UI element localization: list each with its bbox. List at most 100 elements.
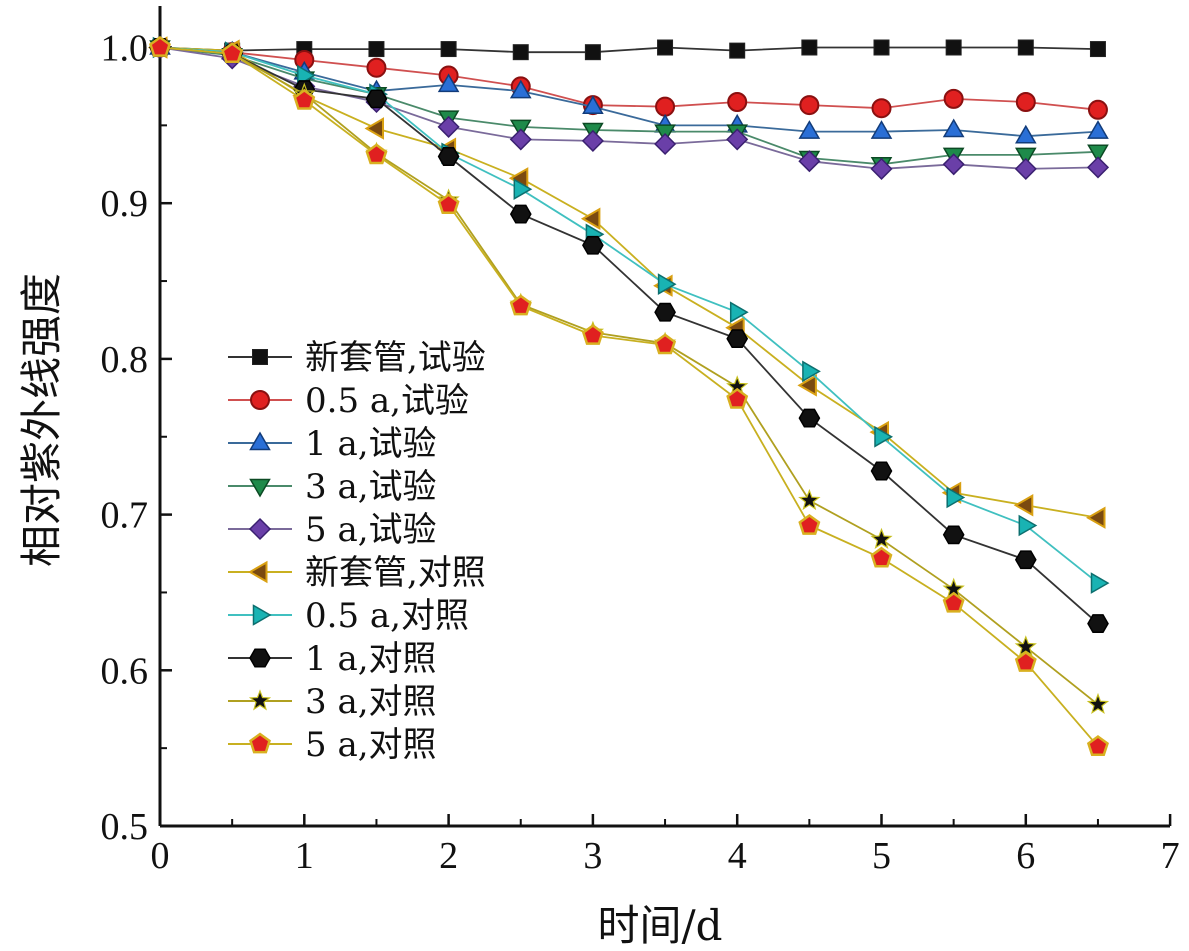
series-10 (149, 35, 1109, 756)
x-tick-label: 0 (151, 835, 170, 877)
x-axis-title: 时间/d (597, 901, 722, 950)
legend-item: 1 a,对照 (228, 639, 437, 679)
data-point (221, 42, 244, 64)
legend-label: 3 a,试验 (305, 467, 437, 507)
series-line (159, 46, 1099, 111)
legend-marker (248, 517, 272, 541)
series-6 (147, 36, 1106, 529)
y-axis-title: 相对紫外线强度 (17, 273, 66, 567)
legend-marker (249, 478, 271, 498)
y-tick-label: 0.9 (101, 183, 149, 225)
legend-label: 0.5 a,对照 (305, 596, 469, 636)
data-point (870, 157, 893, 180)
legend-item: 0.5 a,试验 (228, 381, 469, 421)
data-point (870, 546, 893, 568)
data-point (513, 178, 533, 200)
y-tick-label: 0.8 (101, 339, 149, 381)
x-tick-label: 6 (1016, 835, 1035, 877)
data-point (1013, 493, 1034, 517)
series-line (159, 46, 1099, 54)
data-point (1014, 157, 1037, 180)
data-point (654, 333, 677, 355)
x-tick-label: 3 (583, 835, 602, 877)
data-point (726, 128, 749, 151)
data-point (1015, 147, 1037, 167)
data-point (581, 129, 604, 152)
data-point (798, 408, 821, 428)
data-point (657, 39, 674, 56)
data-point (1086, 156, 1110, 179)
legend-item: 新套管,试验 (228, 338, 486, 378)
y-tick-label: 0.5 (101, 806, 149, 848)
data-point (798, 513, 821, 535)
data-point (1085, 506, 1106, 529)
series-line (159, 46, 1099, 166)
legend-marker (252, 604, 272, 626)
data-point (942, 118, 965, 138)
data-point (1090, 572, 1110, 594)
data-point (1087, 614, 1109, 634)
series-7 (152, 36, 1110, 594)
data-point (1015, 91, 1036, 112)
legend-item: 0.5 a,对照 (228, 596, 469, 636)
data-point (1087, 120, 1109, 139)
data-point (801, 39, 818, 56)
data-point (943, 88, 964, 109)
data-point (942, 591, 965, 613)
data-point (1089, 41, 1106, 58)
legend-item: 1 a,试验 (228, 424, 437, 464)
series-8 (149, 38, 1109, 634)
y-tick-label: 0.7 (101, 495, 149, 537)
data-point (512, 44, 529, 61)
data-point (509, 128, 532, 151)
legend-marker (252, 349, 268, 365)
legend-label: 新套管,对照 (305, 553, 486, 593)
y-tick-label: 0.6 (101, 650, 149, 692)
legend-item: 3 a,试验 (228, 467, 437, 507)
data-point (581, 323, 604, 345)
data-point (657, 273, 677, 295)
data-point (437, 115, 460, 138)
legend-label: 5 a,试验 (305, 510, 437, 550)
data-point (727, 91, 748, 112)
legend: 新套管,试验0.5 a,试验1 a,试验3 a,试验5 a,试验新套管,对照0.… (228, 338, 486, 765)
data-point (942, 525, 965, 545)
data-point (582, 95, 604, 114)
data-point (365, 89, 388, 109)
legend-label: 3 a,对照 (305, 682, 437, 722)
legend-label: 5 a,对照 (305, 725, 437, 765)
legend-marker (248, 689, 272, 711)
data-point (726, 387, 749, 409)
data-point (870, 120, 893, 139)
data-point (149, 35, 171, 57)
data-point (797, 374, 817, 397)
data-point (655, 96, 676, 117)
data-point (580, 207, 601, 231)
data-point (509, 204, 532, 224)
data-point (942, 153, 965, 176)
data-point (870, 527, 893, 549)
legend-item: 5 a,对照 (228, 725, 437, 765)
data-point (946, 486, 966, 509)
data-point (729, 301, 749, 323)
data-point (873, 39, 890, 56)
legend-marker (249, 732, 271, 754)
data-point (1086, 692, 1110, 714)
x-tick-label: 7 (1161, 835, 1180, 877)
data-point (1014, 550, 1037, 570)
x-tick-label: 2 (439, 835, 458, 877)
series-line (159, 46, 1099, 748)
series-line (159, 46, 1099, 138)
legend-item: 5 a,试验 (228, 510, 437, 550)
data-point (802, 360, 821, 383)
data-point (871, 98, 892, 119)
legend-marker (249, 431, 271, 451)
legend-label: 新套管,试验 (305, 338, 486, 378)
legend-item: 3 a,对照 (228, 682, 437, 722)
series-4 (149, 40, 1109, 176)
data-point (799, 95, 820, 116)
data-point (654, 132, 677, 156)
legend-marker (249, 648, 271, 668)
legend-label: 1 a,试验 (305, 424, 437, 464)
data-point (582, 235, 604, 255)
